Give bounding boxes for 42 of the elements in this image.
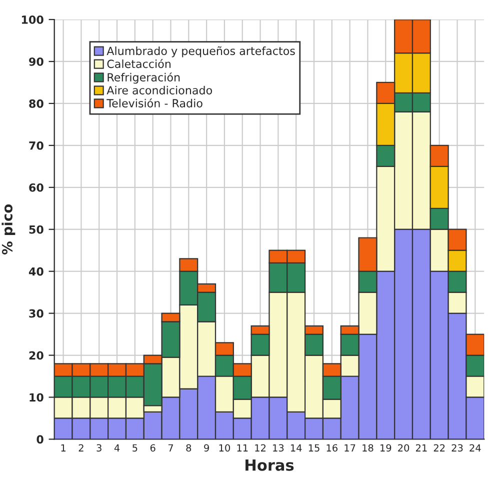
x-tick-label: 20 — [398, 444, 410, 452]
legend-label: Televisión - Radio — [106, 98, 202, 108]
x-tick-label: 14 — [290, 444, 302, 452]
x-tick-label: 1 — [61, 444, 66, 452]
x-tick-label: 23 — [452, 444, 463, 452]
y-tick-label: 0 — [36, 435, 44, 444]
legend-label: Alumbrado y pequeños artefactos — [106, 46, 295, 58]
y-tick-label: 30 — [29, 309, 44, 318]
legend-label: Refrigeración — [108, 72, 180, 84]
x-tick-label: 22 — [434, 444, 445, 452]
x-tick-label: 5 — [132, 444, 138, 452]
y-tick-label: 100 — [22, 15, 44, 24]
x-tick-label: 18 — [362, 444, 374, 452]
x-tick-label: 15 — [308, 444, 320, 452]
x-tick-label: 4 — [114, 444, 120, 452]
x-tick-label: 2 — [78, 444, 84, 452]
x-axis-title: Horas — [246, 459, 294, 471]
legend-label: Caletacción — [107, 59, 171, 68]
x-tick-label: 19 — [380, 444, 392, 452]
y-axis-title: % pico — [2, 204, 16, 255]
x-tick-label: 7 — [168, 444, 173, 452]
x-tick-label: 13 — [273, 444, 284, 452]
legend-label: Aire acondicionado — [106, 86, 212, 94]
y-tick-label: 50 — [29, 225, 44, 234]
y-tick-label: 60 — [29, 183, 44, 192]
x-tick-label: 11 — [237, 444, 248, 452]
x-tick-label: 6 — [150, 444, 156, 452]
x-tick-label: 12 — [255, 444, 266, 452]
y-tick-label: 80 — [29, 99, 44, 108]
x-tick-label: 9 — [204, 444, 209, 452]
x-tick-label: 10 — [219, 444, 230, 452]
y-tick-label: 40 — [28, 267, 44, 276]
y-tick-label: 10 — [30, 393, 44, 402]
x-tick-label: 21 — [416, 444, 427, 452]
x-tick-label: 16 — [326, 444, 338, 452]
y-tick-label: 20 — [29, 351, 44, 360]
y-tick-label: 90 — [29, 57, 44, 66]
x-tick-label: 17 — [344, 444, 356, 452]
y-tick-label: 70 — [29, 141, 44, 150]
x-tick-label: 8 — [186, 444, 192, 452]
x-tick-label: 3 — [96, 444, 102, 452]
x-tick-label: 24 — [470, 444, 481, 452]
